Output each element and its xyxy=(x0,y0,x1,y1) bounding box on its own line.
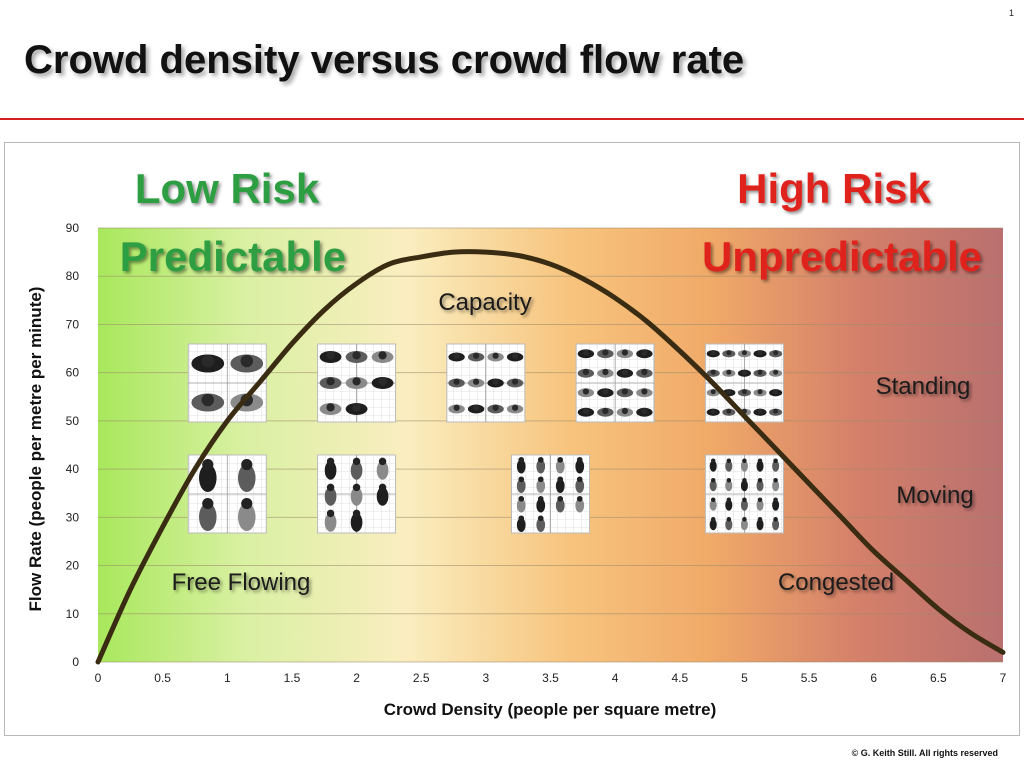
x-tick-label: 1.5 xyxy=(284,671,301,685)
x-tick-label: 3.5 xyxy=(542,671,559,685)
y-tick-label: 40 xyxy=(66,462,80,476)
x-axis-label: Crowd Density (people per square metre) xyxy=(384,700,717,719)
unpredictable-label: Unpredictable xyxy=(702,233,982,280)
x-tick-label: 4 xyxy=(612,671,619,685)
x-tick-label: 0 xyxy=(95,671,102,685)
x-tick-label: 6.5 xyxy=(930,671,947,685)
y-tick-label: 20 xyxy=(66,559,80,573)
y-tick-label: 90 xyxy=(66,221,80,235)
crowd-tile-moving xyxy=(187,454,267,534)
crowd-tile-moving xyxy=(317,454,397,534)
crowd-tile-standing xyxy=(317,343,397,423)
y-axis-label: Flow Rate (people per metre per minute) xyxy=(26,287,45,612)
crowd-tile-standing xyxy=(575,343,655,423)
capacity-label: Capacity xyxy=(438,289,531,316)
density-illustrations xyxy=(187,343,784,534)
slide-title: Crowd density versus crowd flow rate xyxy=(24,38,745,82)
y-tick-label: 0 xyxy=(72,655,79,669)
x-tick-label: 7 xyxy=(1000,671,1007,685)
copyright-notice: © G. Keith Still. All rights reserved xyxy=(851,748,998,758)
chart-frame: 0 10 20 30 40 50 60 70 80 90 0 0.5 1 1.5 2 2.5 3 3.5 4 4.5… xyxy=(4,142,1020,736)
standing-label: Standing xyxy=(876,373,971,400)
crowd-tile-moving xyxy=(511,454,590,534)
y-tick-label: 80 xyxy=(66,269,80,283)
y-tick-label: 70 xyxy=(66,317,80,331)
y-tick-label: 30 xyxy=(66,510,80,524)
congested-label: Congested xyxy=(778,569,894,596)
flow-rate-curve xyxy=(95,249,1006,665)
y-tick-label: 10 xyxy=(66,607,80,621)
x-tick-label: 0.5 xyxy=(154,671,171,685)
y-tick-label: 50 xyxy=(66,414,80,428)
crowd-tile-standing xyxy=(704,343,784,423)
free-flowing-label: Free Flowing xyxy=(172,569,311,596)
crowd-tile-standing xyxy=(187,343,267,423)
x-tick-label: 4.5 xyxy=(671,671,688,685)
y-tick-label: 60 xyxy=(66,366,80,380)
moving-label: Moving xyxy=(896,482,973,509)
x-tick-label: 1 xyxy=(224,671,231,685)
crowd-tile-moving xyxy=(704,454,784,534)
x-tick-label: 5.5 xyxy=(801,671,818,685)
x-tick-label: 3 xyxy=(483,671,490,685)
plot-background xyxy=(98,228,1003,662)
x-tick-label: 2 xyxy=(353,671,360,685)
slide-number: 1 xyxy=(1008,8,1014,18)
crowd-tile-standing xyxy=(446,343,526,423)
flow-density-chart: 0 10 20 30 40 50 60 70 80 90 0 0.5 1 1.5 2 2.5 3 3.5 4 4.5… xyxy=(26,165,1007,719)
x-axis-ticks: 0 0.5 1 1.5 2 2.5 3 3.5 4 4.5 5 5.5 6 6.5 7 xyxy=(95,671,1007,685)
predictable-label: Predictable xyxy=(120,233,346,280)
y-axis-ticks: 0 10 20 30 40 50 60 70 80 90 xyxy=(66,221,80,669)
x-tick-label: 6 xyxy=(870,671,877,685)
x-tick-label: 2.5 xyxy=(413,671,430,685)
low-risk-label: Low Risk xyxy=(135,165,320,212)
high-risk-label: High Risk xyxy=(737,165,931,212)
x-tick-label: 5 xyxy=(741,671,748,685)
title-divider xyxy=(0,118,1024,120)
